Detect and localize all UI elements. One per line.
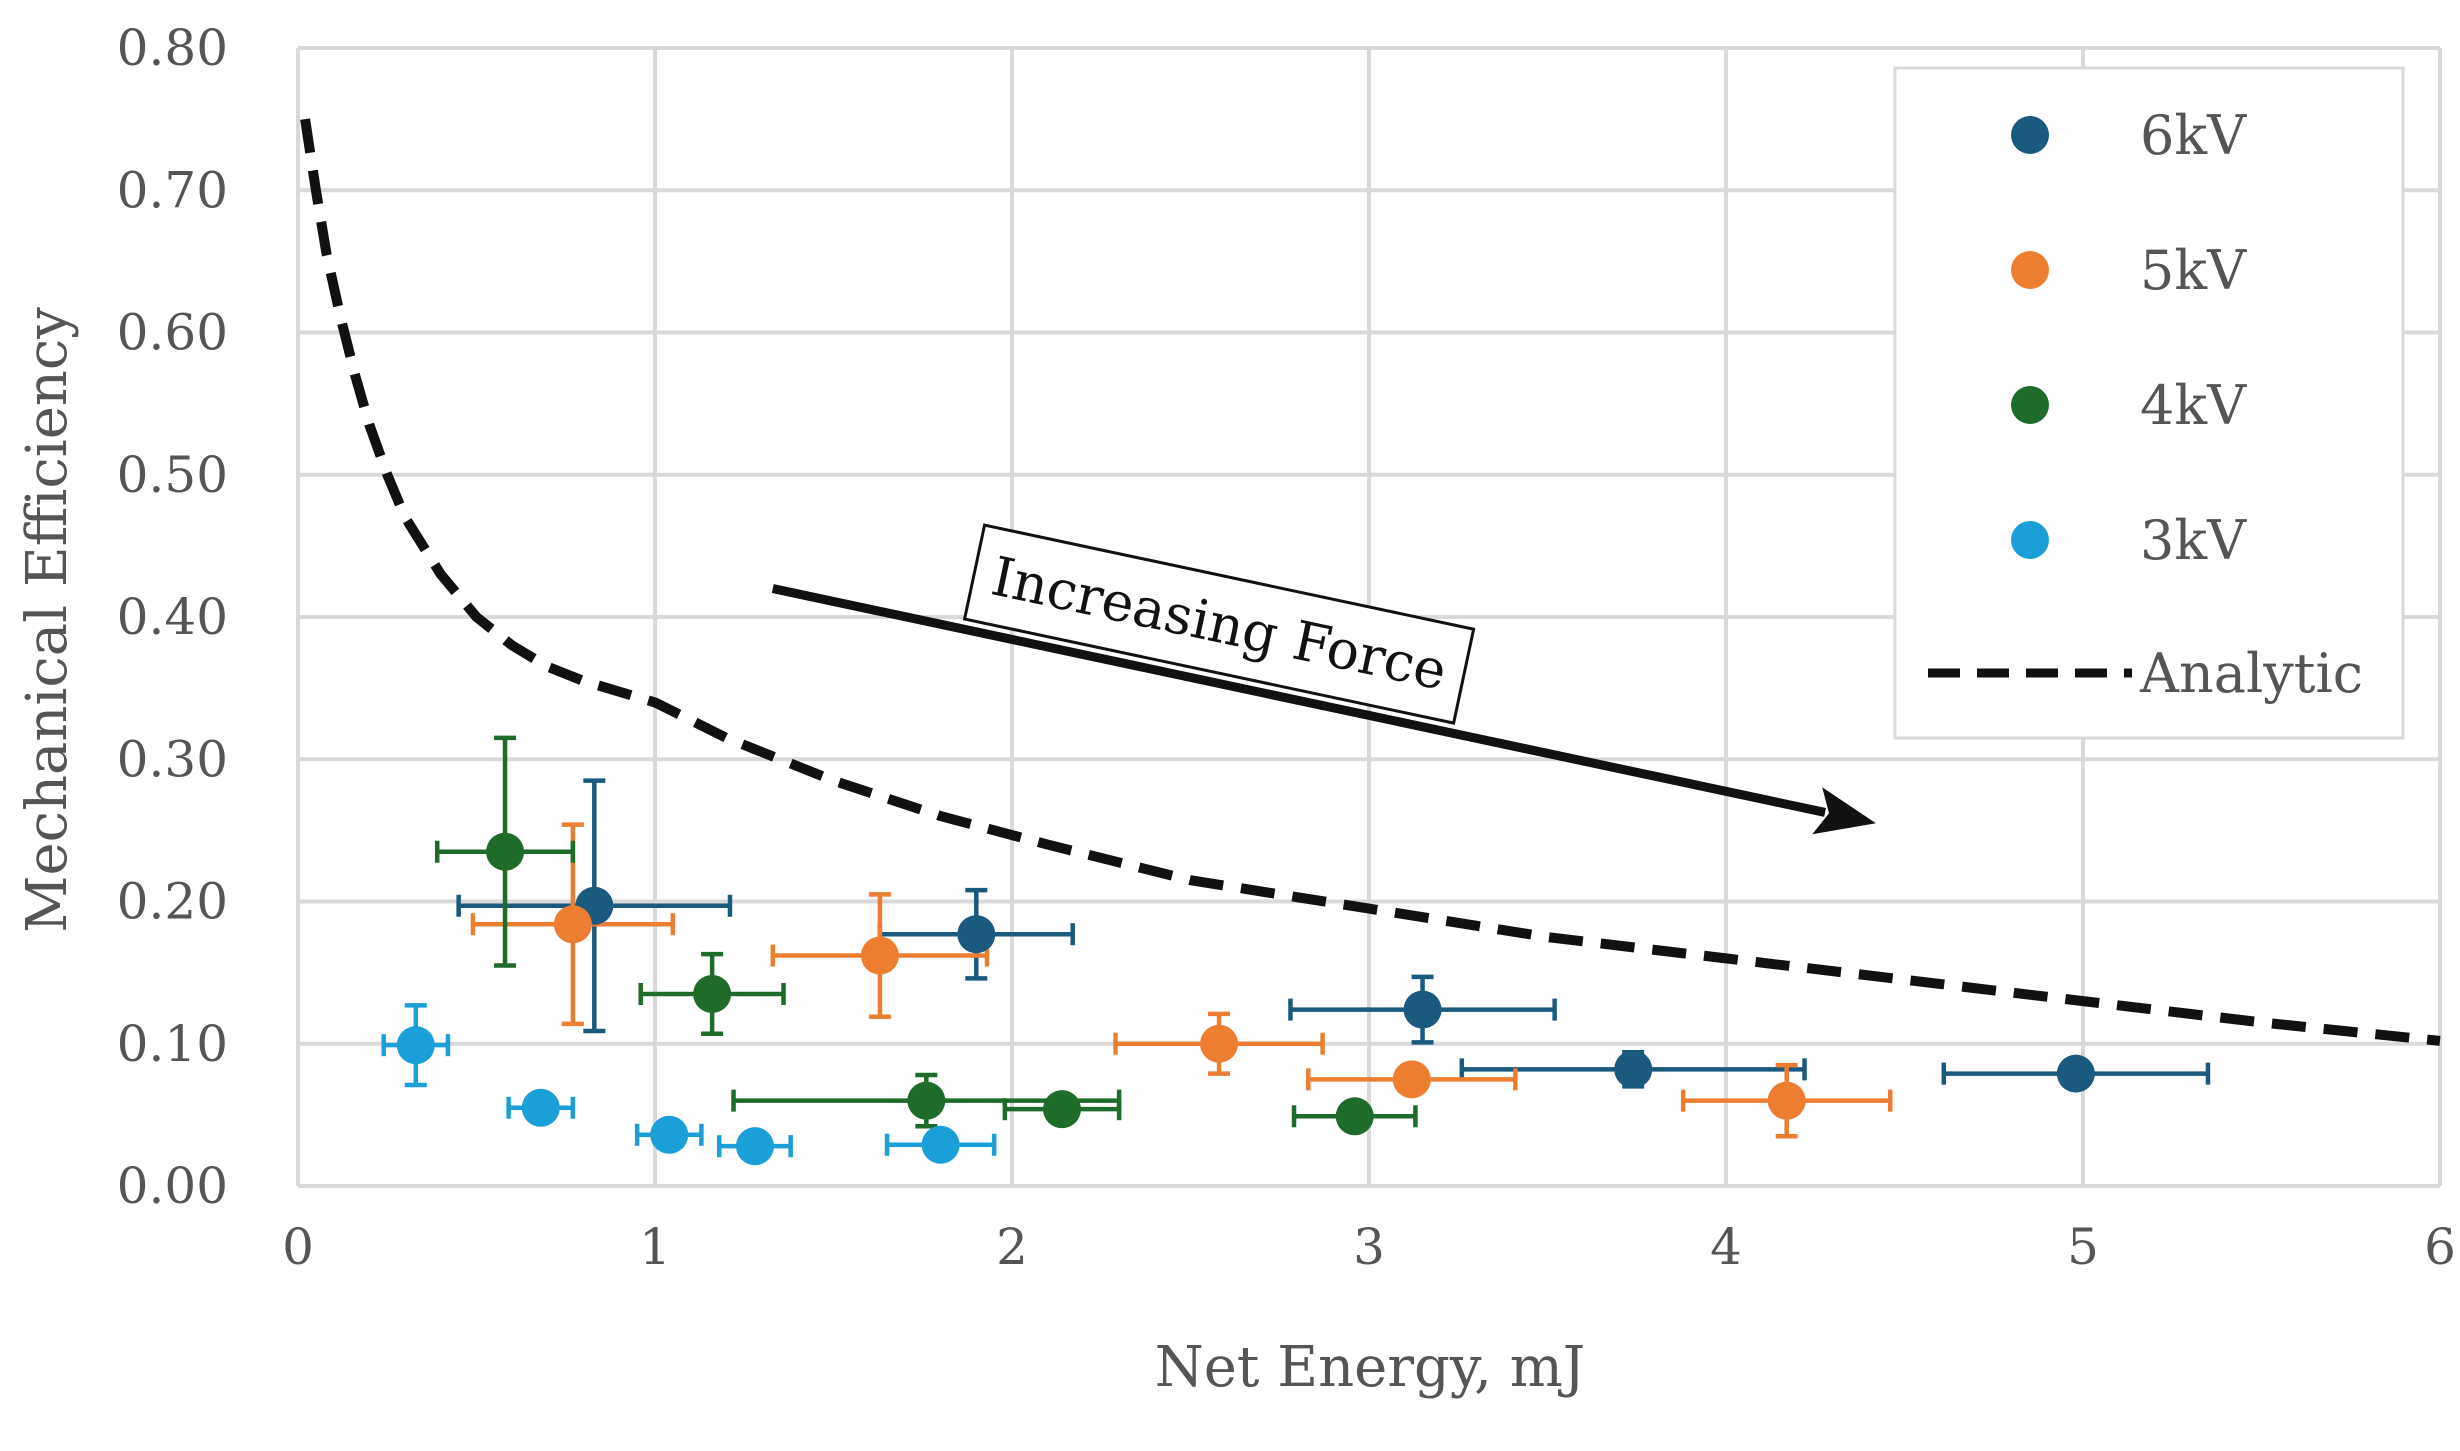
- y-tick-label: 0.40: [117, 588, 228, 646]
- y-tick-labels: 0.00 0.10 0.20 0.30 0.40 0.50 0.60 0.70 0.80: [117, 19, 228, 1215]
- y-tick-label: 0.30: [117, 730, 228, 788]
- y-tick-label: 0.70: [117, 161, 228, 219]
- legend-marker-5kv: [2011, 251, 2049, 289]
- x-tick-labels: 0 1 2 3 4 5 6: [282, 1218, 2456, 1276]
- analytic-line: [300, 118, 2441, 1046]
- point-5kv-3: [1392, 1060, 1431, 1099]
- point-4kv-2: [907, 1081, 946, 1120]
- legend-marker-4kv: [2011, 386, 2049, 424]
- legend-items: 6kV 5kV 4kV 3kV: [2011, 104, 2247, 572]
- x-tick-label: 2: [996, 1218, 1028, 1276]
- point-3kv-1: [521, 1088, 560, 1127]
- legend-label-analytic: Analytic: [2139, 642, 2363, 705]
- y-tick-label: 0.00: [117, 1157, 228, 1215]
- x-tick-label: 6: [2424, 1218, 2456, 1276]
- legend-marker-6kv: [2011, 116, 2049, 154]
- data-points: [396, 832, 2095, 1166]
- point-3kv-0: [396, 1026, 435, 1065]
- y-tick-label: 0.50: [117, 446, 228, 504]
- point-4kv-4: [1335, 1097, 1374, 1136]
- y-tick-label: 0.20: [117, 873, 228, 931]
- y-tick-label: 0.60: [117, 304, 228, 362]
- y-tick-label: 0.10: [117, 1015, 228, 1073]
- x-tick-label: 4: [1710, 1218, 1742, 1276]
- annotation-arrow-line: [771, 584, 1827, 817]
- x-axis-title: Net Energy, mJ: [1155, 1335, 1586, 1400]
- point-4kv-3: [1042, 1090, 1081, 1129]
- point-3kv-4: [921, 1125, 960, 1164]
- x-tick-label: 0: [282, 1218, 314, 1276]
- point-4kv-1: [693, 974, 732, 1013]
- point-5kv-1: [860, 936, 899, 975]
- point-5kv-4: [1767, 1081, 1806, 1120]
- y-axis-title: Mechanical Efficiency: [15, 307, 80, 933]
- legend-label-6kv: 6kV: [2140, 104, 2247, 167]
- legend-label-3kv: 3kV: [2140, 509, 2247, 572]
- legend-box: [1893, 66, 2405, 740]
- legend: 6kV 5kV 4kV 3kV Analytic: [1893, 66, 2405, 740]
- x-tick-label: 1: [639, 1218, 671, 1276]
- annotation-arrow-head: [1812, 787, 1876, 835]
- point-5kv-0: [553, 905, 592, 944]
- legend-label-4kv: 4kV: [2140, 374, 2247, 437]
- grid: [296, 46, 2442, 1188]
- analytic-curve: [300, 118, 2441, 1046]
- y-tick-label: 0.80: [117, 19, 228, 77]
- point-4kv-0: [486, 832, 525, 871]
- point-6kv-3: [1614, 1050, 1653, 1089]
- point-6kv-1: [957, 915, 996, 954]
- x-tick-label: 5: [2067, 1218, 2099, 1276]
- point-6kv-4: [2056, 1054, 2095, 1093]
- annotation-box: [962, 523, 1476, 725]
- point-3kv-3: [735, 1127, 774, 1166]
- point-6kv-2: [1403, 990, 1442, 1029]
- legend-marker-3kv: [2011, 521, 2049, 559]
- legend-label-5kv: 5kV: [2140, 239, 2247, 302]
- point-3kv-2: [650, 1115, 689, 1154]
- x-tick-label: 3: [1353, 1218, 1385, 1276]
- point-5kv-2: [1200, 1024, 1239, 1063]
